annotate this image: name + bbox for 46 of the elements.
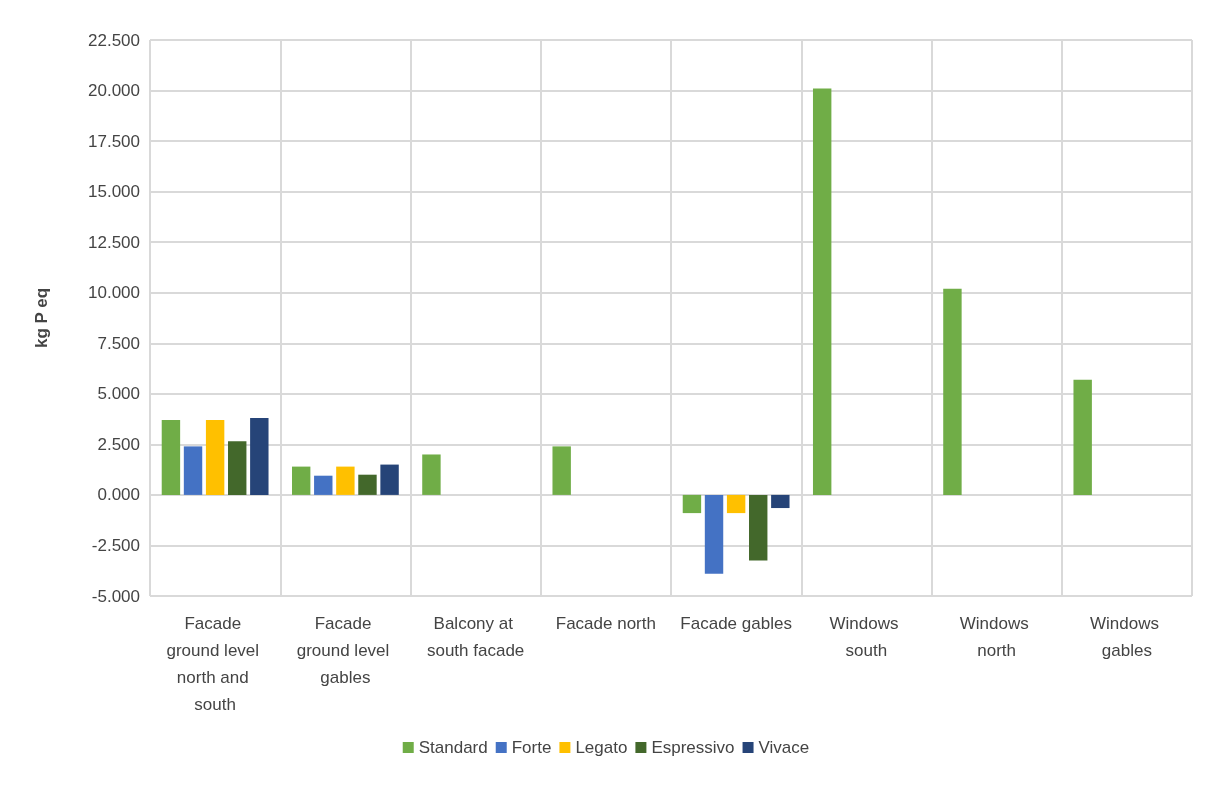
bar [358, 474, 377, 495]
x-tick-label: Windows south [829, 614, 904, 660]
y-tick-label: 22.500 [88, 30, 140, 50]
y-tick-label: -2.500 [91, 535, 140, 555]
bar [336, 466, 355, 495]
x-tick-label: Facade gables [680, 614, 792, 633]
bar [228, 441, 247, 495]
legend-label: Espressivo [651, 738, 735, 757]
x-tick-label: Facade ground level gables [296, 614, 395, 687]
x-tick-label: Facade ground level north and south [166, 614, 264, 714]
y-tick-label: -5.000 [91, 586, 140, 606]
y-axis-title: kg P eq [32, 287, 51, 349]
y-tick-label: 0.000 [97, 485, 140, 505]
bar [1073, 379, 1092, 495]
x-tick-label: Balcony at south facade [426, 614, 525, 660]
bar [812, 88, 832, 495]
y-tick-label: 7.500 [97, 333, 140, 353]
legend-label: Vivace [758, 738, 810, 757]
bar [183, 446, 203, 495]
x-tick-label: Windows north [959, 614, 1034, 660]
legend-label: Forte [511, 738, 552, 757]
bar [682, 494, 702, 514]
bar [422, 454, 441, 495]
bar [771, 494, 790, 509]
y-tick-label: 15.000 [88, 182, 140, 202]
y-tick-label: 12.500 [88, 232, 140, 252]
bar [704, 494, 724, 574]
bar [291, 466, 311, 495]
bar [250, 418, 269, 495]
bar [726, 494, 746, 514]
legend-label: Standard [418, 738, 488, 757]
bar [161, 420, 181, 495]
y-tick-label: 2.500 [97, 434, 140, 454]
x-tick-label: Windows gables [1090, 614, 1164, 660]
bar [749, 494, 768, 561]
legend-label: Legato [575, 738, 628, 757]
bar [205, 420, 225, 495]
bar [552, 446, 571, 495]
bar [380, 464, 399, 495]
y-tick-label: 20.000 [88, 81, 140, 101]
y-tick-label: 17.500 [88, 131, 140, 151]
x-tick-label: Facade north [555, 614, 656, 633]
bar [943, 288, 962, 495]
y-tick-label: 5.000 [97, 384, 140, 404]
y-tick-label: 10.000 [88, 283, 140, 303]
bar [314, 475, 333, 495]
